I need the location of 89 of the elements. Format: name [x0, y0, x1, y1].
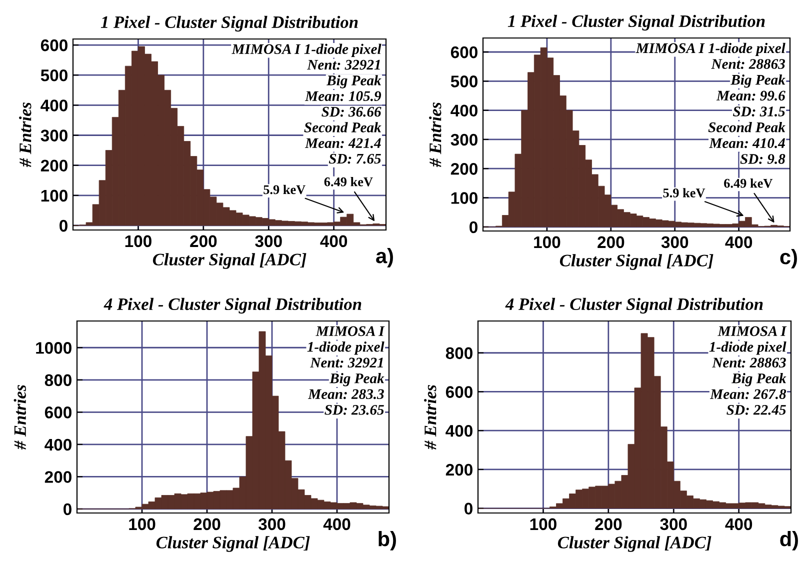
y-tick-label: 400: [40, 100, 68, 112]
x-tick-label: 200: [595, 518, 622, 530]
y-tick-label: 0: [60, 220, 68, 232]
y-tick-label: 800: [446, 347, 472, 360]
annotation: Big Peak: [731, 373, 786, 386]
annotation: Second Peak: [708, 122, 786, 132]
annotation: SD: 36.66: [322, 106, 382, 117]
annotation: 6.49 keV: [324, 176, 373, 186]
x-axis-title: Cluster Signal [ADC]: [558, 536, 712, 552]
y-tick-label: 600: [450, 46, 478, 58]
annotation: 1-diode pixel: [307, 342, 384, 355]
y-tick-label: 200: [44, 471, 72, 483]
annotation: Mean: 410.4: [709, 138, 785, 148]
annotation: Nent: 32921: [310, 358, 383, 368]
y-tick-label: 300: [40, 130, 68, 142]
y-tick-label: 200: [450, 163, 478, 175]
annotation: SD: 31.5: [732, 106, 786, 116]
y-tick-label: 600: [40, 39, 68, 52]
x-tick-label: 100: [534, 236, 560, 248]
y-tick-label: 0: [470, 221, 478, 234]
annotation: MIMOSA I 1-diode pixel: [636, 42, 786, 56]
annotation: 1-diode pixel: [709, 342, 786, 355]
annotation: SD: 7.65: [328, 154, 381, 164]
annotation: Mean: 105.9: [304, 91, 382, 102]
annotation: Mean: 283.3: [308, 389, 384, 400]
annotation: Big Peak: [730, 74, 786, 88]
y-tick-label: 200: [446, 464, 472, 476]
x-tick-label: 200: [190, 235, 217, 248]
y-axis-title: # Entries: [14, 384, 26, 450]
y-tick-label: 0: [64, 503, 72, 516]
y-tick-label: 400: [450, 104, 478, 117]
y-tick-label: 600: [44, 406, 72, 418]
x-tick-label: 400: [725, 518, 752, 530]
y-axis-title: # Entries: [429, 102, 442, 168]
y-tick-label: 300: [450, 134, 478, 146]
x-axis-title: Cluster Signal [ADC]: [152, 253, 306, 269]
x-tick-label: 400: [725, 236, 752, 248]
x-tick-label: 300: [660, 518, 687, 530]
text: b): [378, 531, 396, 550]
chart-title: 4 Pixel - Cluster Signal Distribution: [104, 298, 362, 314]
x-tick-label: 100: [530, 518, 556, 530]
annotation: 5.9 keV: [264, 184, 306, 194]
annotation: Mean: 99.6: [716, 90, 786, 101]
annotation: Second Peak: [304, 122, 382, 132]
annotation: MIMOSA I: [718, 326, 787, 336]
y-tick-label: 400: [44, 438, 72, 451]
text: c): [780, 249, 797, 268]
x-axis-title: Cluster Signal [ADC]: [560, 254, 714, 270]
y-tick-label: 1000: [36, 342, 72, 354]
x-tick-label: 300: [255, 235, 282, 248]
annotation: SD: 9.8: [740, 154, 786, 164]
annotation: SD: 23.65: [324, 404, 384, 415]
annotation: Big Peak: [326, 75, 382, 88]
y-tick-label: 400: [446, 425, 472, 437]
y-axis-title: # Entries: [424, 384, 436, 450]
annotation: 5.9 keV: [663, 188, 706, 198]
chart-title: 1 Pixel - Cluster Signal Distribution: [508, 14, 765, 31]
annotation: Nent: 32921: [307, 60, 380, 70]
y-tick-label: 600: [446, 386, 472, 398]
annotation: Big Peak: [330, 373, 384, 386]
text: d): [780, 531, 798, 550]
annotation: Nent: 28863: [712, 358, 786, 368]
x-tick-label: 200: [598, 236, 624, 248]
chart-title: 4 Pixel - Cluster Signal Distribution: [505, 298, 763, 314]
annotation: 6.49 keV: [724, 178, 773, 188]
x-axis-title: Cluster Signal [ADC]: [156, 536, 310, 552]
annotation: Nent: 28863: [711, 59, 786, 69]
annotation: MIMOSA I: [316, 326, 385, 336]
annotation: MIMOSA I 1-diode pixel: [232, 44, 382, 57]
x-tick-label: 100: [125, 235, 152, 248]
chart-title: 1 Pixel - Cluster Signal Distribution: [100, 16, 358, 32]
y-tick-label: 500: [450, 76, 478, 88]
y-axis-title: # Entries: [19, 102, 32, 168]
y-tick-label: 800: [44, 374, 72, 386]
y-tick-label: 200: [40, 160, 68, 172]
text: a): [376, 248, 393, 268]
x-tick-label: 300: [258, 518, 286, 530]
x-tick-label: 100: [129, 518, 156, 530]
y-tick-label: 100: [41, 190, 68, 202]
x-tick-label: 200: [194, 518, 220, 530]
annotation: SD: 22.45: [726, 404, 786, 415]
x-tick-label: 400: [323, 518, 350, 530]
annotation: Mean: 267.8: [710, 389, 786, 400]
y-tick-label: 100: [451, 192, 478, 204]
y-tick-label: 0: [464, 502, 472, 515]
y-tick-label: 500: [40, 69, 68, 82]
annotation: Mean: 421.4: [304, 138, 381, 148]
x-tick-label: 400: [320, 235, 348, 248]
x-tick-label: 300: [661, 236, 688, 248]
